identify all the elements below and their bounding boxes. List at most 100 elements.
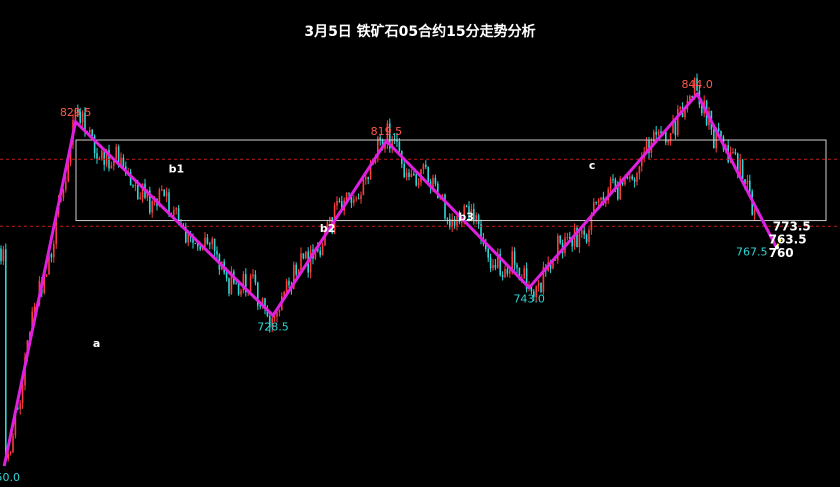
candle-body [271, 318, 273, 328]
candle-body [689, 95, 691, 101]
candle-body [319, 250, 321, 256]
candle-body [465, 205, 468, 207]
candle-body [293, 264, 295, 290]
candle-body [741, 159, 744, 180]
candle-body [384, 144, 386, 149]
candle-body [225, 272, 228, 279]
candle-body [55, 214, 57, 245]
candle-body [597, 199, 600, 203]
candle-body [353, 199, 355, 203]
candle-body [338, 200, 341, 202]
candle-body [638, 166, 641, 174]
candle-body [509, 270, 511, 274]
candle-body [732, 152, 734, 154]
candle-body [206, 237, 209, 244]
candle-body [477, 215, 480, 225]
candle-body [434, 177, 437, 184]
elliott-wave-path [2, 91, 779, 467]
candle-body [605, 200, 607, 204]
candle-body [614, 179, 617, 187]
candle-body [264, 298, 266, 310]
candle-body [480, 224, 482, 239]
candle-body [132, 185, 134, 187]
candle-body [297, 269, 300, 275]
candle-body [2, 249, 5, 262]
candle-body [470, 209, 473, 220]
pivot-price-label: 819.5 [371, 125, 403, 138]
candle-body [449, 218, 451, 227]
wave-label: b3 [458, 211, 474, 224]
candle-body [105, 149, 108, 165]
candle-body [588, 230, 590, 243]
candle-body [552, 260, 554, 269]
candle-body [403, 163, 405, 178]
candle-body [734, 152, 737, 154]
candle-body [422, 164, 425, 170]
candle-body [506, 268, 509, 274]
candle-body [261, 298, 264, 306]
candle-body [14, 407, 17, 436]
candle-body [717, 128, 720, 131]
candle-body [549, 262, 552, 269]
candle-body [122, 157, 125, 167]
candle-body [21, 385, 24, 404]
candle-body [67, 162, 69, 182]
candle-body [350, 193, 353, 203]
candle-body [283, 291, 285, 297]
candle-body [554, 259, 557, 261]
candle-body [672, 120, 674, 134]
candle-body [45, 274, 48, 277]
candle-body [235, 283, 237, 285]
wave-label: a [93, 337, 100, 350]
candle-body [5, 249, 7, 459]
candle-body [408, 172, 410, 177]
candle-body [569, 237, 571, 240]
candle-body [501, 275, 504, 278]
candle-body [110, 165, 113, 169]
candle-body [89, 129, 91, 133]
candle-body [216, 250, 218, 255]
pivot-price-label: 767.5 [736, 246, 768, 259]
pivot-price-labels: 829.5 728.5 819.5 743.0 844.0 650.0 767.5 [0, 78, 768, 484]
candle-body [362, 179, 365, 196]
candle-body [194, 242, 197, 244]
consolidation-range-box [75, 139, 827, 222]
candle-body [473, 209, 475, 222]
candle-body [636, 173, 638, 182]
candle-body [98, 158, 101, 160]
candle-body [410, 173, 413, 177]
candle-body [537, 282, 540, 287]
candle-body [590, 215, 593, 231]
target-arrow [776, 236, 783, 247]
candle-body [129, 171, 132, 186]
candle-body [641, 157, 643, 167]
candle-body [417, 182, 420, 186]
candle-body [197, 243, 199, 247]
pivot-price-label: 743.0 [513, 293, 545, 306]
candle-body [441, 194, 444, 197]
candle-body [336, 200, 338, 206]
candle-body [657, 131, 660, 135]
candle-body [204, 237, 206, 247]
wave-label: b1 [169, 163, 185, 176]
candle-body [101, 151, 103, 159]
candle-body [415, 174, 417, 186]
candle-body [463, 205, 465, 222]
candle-body [278, 310, 281, 313]
candle-body [120, 157, 122, 166]
candle-body [62, 189, 65, 198]
candle-body [715, 128, 717, 149]
candle-body [79, 111, 81, 123]
candle-body [432, 177, 434, 188]
candle-body [326, 222, 329, 230]
candle-body [753, 210, 756, 215]
candle-body [393, 138, 396, 140]
candle-body [530, 286, 533, 292]
candle-body [585, 234, 588, 243]
candle-body [513, 251, 516, 265]
candle-body [168, 192, 170, 215]
target-price-label: 763.5 [769, 233, 807, 247]
candle-body [645, 140, 648, 152]
candle-body [50, 254, 53, 258]
